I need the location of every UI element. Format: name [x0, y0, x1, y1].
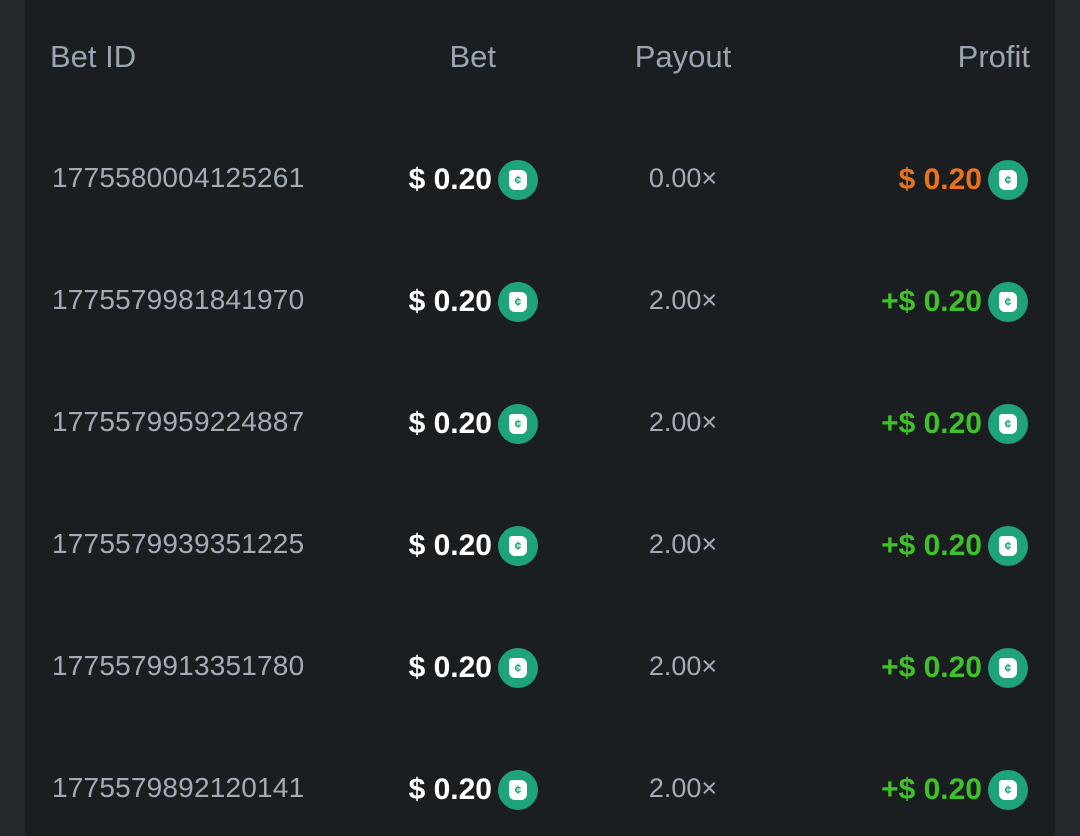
- profit-amount: +$ 0.20 ¢: [881, 516, 1028, 576]
- bet-id[interactable]: 1775579939351225: [52, 528, 305, 559]
- bc-coin-icon: ¢: [988, 282, 1028, 322]
- bc-coin-icon: ¢: [498, 648, 538, 688]
- bc-coin-icon: ¢: [498, 404, 538, 444]
- bc-coin-icon: ¢: [988, 404, 1028, 444]
- bet-amount: $ 0.20 ¢: [409, 394, 538, 454]
- payout: 2.00×: [648, 285, 718, 315]
- bet-amount: $ 0.20 ¢: [409, 272, 538, 332]
- bc-coin-icon: ¢: [498, 526, 538, 566]
- table-row[interactable]: 1775579939351225 $ 0.20 ¢ 2.00× +$ 0.20 ¢: [25, 516, 1055, 576]
- profit-amount: +$ 0.20 ¢: [881, 760, 1028, 820]
- profit-value: +$ 0.20: [881, 407, 982, 440]
- bet-id[interactable]: 1775579892120141: [52, 772, 305, 803]
- bet-amount: $ 0.20 ¢: [409, 516, 538, 576]
- table-row[interactable]: 1775579981841970 $ 0.20 ¢ 2.00× +$ 0.20 ¢: [25, 272, 1055, 332]
- payout: 2.00×: [648, 651, 718, 681]
- bet-id[interactable]: 1775580004125261: [52, 162, 305, 193]
- payout: 2.00×: [648, 773, 718, 803]
- profit-amount: +$ 0.20 ¢: [881, 394, 1028, 454]
- profit-amount: +$ 0.20 ¢: [881, 272, 1028, 332]
- profit-value: +$ 0.20: [881, 285, 982, 318]
- bc-coin-icon: ¢: [988, 526, 1028, 566]
- bet-id[interactable]: 1775579959224887: [52, 406, 305, 437]
- payout: 2.00×: [648, 407, 718, 437]
- bc-coin-icon: ¢: [498, 770, 538, 810]
- table-row[interactable]: 1775580004125261 $ 0.20 ¢ 0.00× $ 0.20 ¢: [25, 150, 1055, 210]
- bc-coin-icon: ¢: [988, 770, 1028, 810]
- table-row[interactable]: 1775579959224887 $ 0.20 ¢ 2.00× +$ 0.20 ¢: [25, 394, 1055, 454]
- column-header-profit: Profit: [957, 39, 1030, 74]
- bc-coin-icon: ¢: [498, 160, 538, 200]
- bc-coin-icon: ¢: [988, 648, 1028, 688]
- bet-amount: $ 0.20 ¢: [409, 150, 538, 210]
- profit-value: +$ 0.20: [881, 529, 982, 562]
- bet-amount-value: $ 0.20: [408, 773, 492, 806]
- profit-amount: $ 0.20 ¢: [899, 150, 1028, 210]
- bet-amount-value: $ 0.20: [408, 163, 492, 196]
- bet-amount: $ 0.20 ¢: [409, 638, 538, 698]
- bet-amount-value: $ 0.20: [408, 407, 492, 440]
- bet-id[interactable]: 1775579981841970: [52, 284, 305, 315]
- payout: 0.00×: [648, 163, 718, 193]
- profit-value: +$ 0.20: [881, 773, 982, 806]
- column-header-bet-id: Bet ID: [50, 39, 137, 74]
- profit-value: +$ 0.20: [881, 651, 982, 684]
- payout: 2.00×: [648, 529, 718, 559]
- column-header-bet: Bet: [449, 39, 496, 74]
- bc-coin-icon: ¢: [498, 282, 538, 322]
- profit-value: $ 0.20: [898, 163, 982, 196]
- bet-amount-value: $ 0.20: [408, 285, 492, 318]
- table-row[interactable]: 1775579913351780 $ 0.20 ¢ 2.00× +$ 0.20 ¢: [25, 638, 1055, 698]
- bets-table: Bet ID Bet Payout Profit 177558000412526…: [25, 0, 1055, 836]
- bet-amount-value: $ 0.20: [408, 529, 492, 562]
- bet-id[interactable]: 1775579913351780: [52, 650, 305, 681]
- column-header-payout: Payout: [634, 39, 732, 74]
- table-row[interactable]: 1775579892120141 $ 0.20 ¢ 2.00× +$ 0.20 ¢: [25, 760, 1055, 820]
- profit-amount: +$ 0.20 ¢: [881, 638, 1028, 698]
- bet-amount: $ 0.20 ¢: [409, 760, 538, 820]
- bet-amount-value: $ 0.20: [408, 651, 492, 684]
- bc-coin-icon: ¢: [988, 160, 1028, 200]
